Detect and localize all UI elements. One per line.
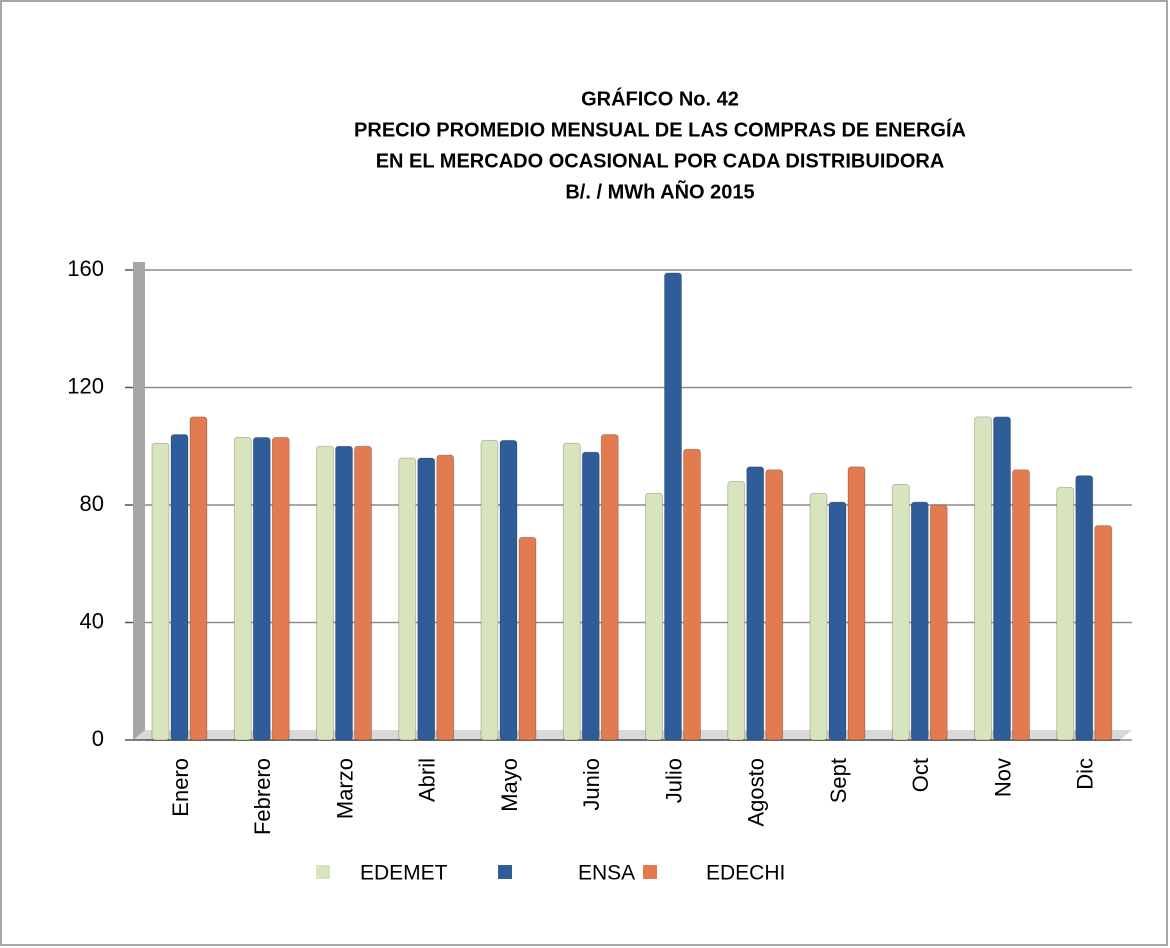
bar bbox=[518, 536, 537, 741]
bar bbox=[562, 442, 581, 741]
x-tick-label: Agosto bbox=[744, 758, 769, 827]
side-wall bbox=[133, 262, 145, 740]
y-tick-label: 160 bbox=[67, 256, 104, 281]
x-tick-label: Junio bbox=[579, 758, 604, 811]
bar bbox=[645, 492, 663, 741]
bar bbox=[170, 434, 189, 741]
bar bbox=[252, 437, 271, 741]
x-tick-label: Julio bbox=[661, 758, 686, 803]
x-tick-label: Abril bbox=[415, 758, 440, 802]
bar bbox=[910, 501, 929, 741]
bar bbox=[581, 451, 600, 741]
x-tick-label: Oct bbox=[908, 758, 933, 792]
legend-label: EDECHI bbox=[706, 862, 785, 885]
bar bbox=[1056, 486, 1075, 741]
x-tick-label: Nov bbox=[990, 758, 1015, 797]
bar bbox=[600, 434, 619, 741]
bar bbox=[993, 416, 1011, 741]
bar bbox=[233, 437, 252, 741]
bar bbox=[316, 445, 334, 741]
floor bbox=[133, 730, 1132, 740]
y-tick-label: 40 bbox=[80, 608, 104, 633]
x-tick-label: Marzo bbox=[332, 758, 357, 819]
bar bbox=[847, 466, 866, 741]
bar bbox=[398, 457, 417, 741]
bar bbox=[189, 416, 208, 741]
bar bbox=[727, 481, 746, 741]
bar bbox=[436, 454, 455, 741]
y-tick-label: 80 bbox=[80, 491, 104, 516]
bar bbox=[354, 445, 372, 741]
x-tick-label: Mayo bbox=[497, 758, 522, 812]
bar bbox=[151, 442, 170, 741]
chart-title: EN EL MERCADO OCASIONAL POR CADA DISTRIB… bbox=[376, 150, 945, 172]
x-tick-label: Sept bbox=[826, 758, 851, 803]
legend-swatch bbox=[316, 865, 330, 879]
bar bbox=[499, 439, 518, 741]
chart-title: GRÁFICO No. 42 bbox=[581, 87, 739, 110]
legend-swatch bbox=[498, 865, 512, 879]
bar bbox=[271, 437, 290, 741]
bar bbox=[480, 439, 499, 741]
bar bbox=[828, 501, 847, 741]
bar bbox=[929, 504, 948, 741]
bar bbox=[809, 492, 828, 741]
chart-title: PRECIO PROMEDIO MENSUAL DE LAS COMPRAS D… bbox=[354, 118, 966, 141]
legend-swatch bbox=[643, 865, 657, 879]
bar bbox=[1094, 525, 1113, 741]
bar bbox=[335, 445, 353, 741]
legend-label: EDEMET bbox=[360, 862, 448, 885]
bar bbox=[683, 448, 701, 741]
bar bbox=[1075, 475, 1094, 741]
y-tick-label: 120 bbox=[67, 373, 104, 398]
bar bbox=[974, 416, 992, 741]
bar bbox=[417, 457, 436, 741]
x-tick-label: Enero bbox=[168, 758, 193, 817]
legend-label: ENSA bbox=[578, 862, 635, 885]
bar bbox=[765, 469, 784, 741]
x-tick-label: Febrero bbox=[250, 758, 275, 835]
x-tick-label: Dic bbox=[1073, 758, 1098, 790]
bar bbox=[664, 272, 682, 741]
bar bbox=[746, 466, 765, 741]
chart-title: B/. / MWh AÑO 2015 bbox=[565, 180, 754, 203]
y-tick-label: 0 bbox=[92, 726, 104, 751]
bar bbox=[1012, 469, 1030, 741]
bar bbox=[891, 484, 910, 741]
